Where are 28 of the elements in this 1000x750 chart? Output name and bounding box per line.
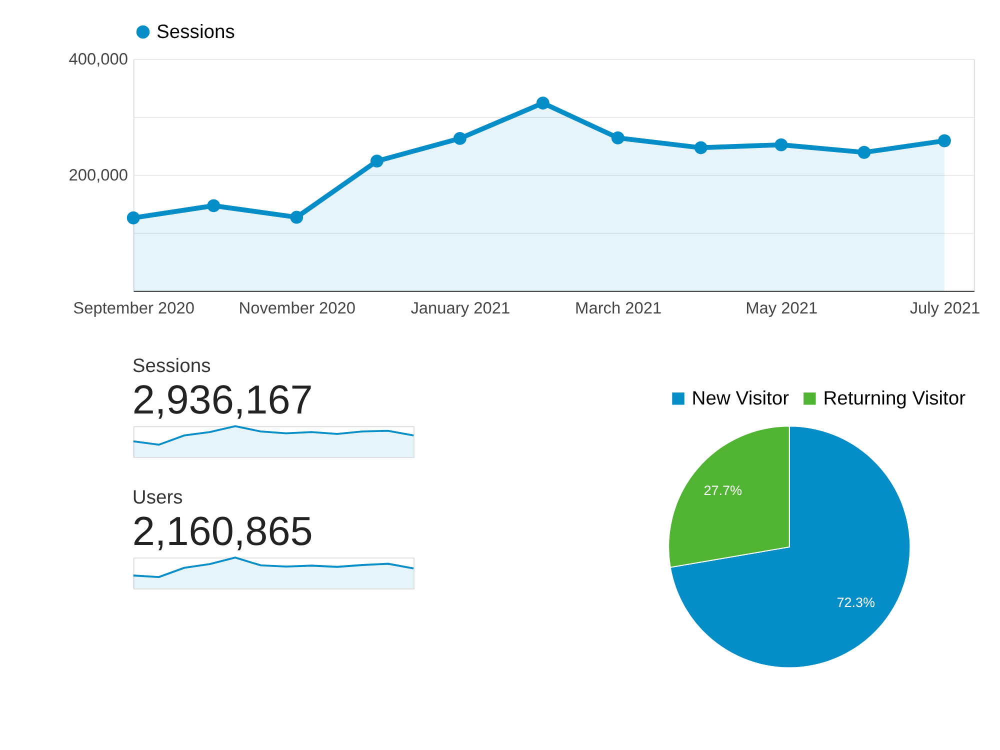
- chart-title: Users: [132, 487, 183, 508]
- point: [536, 96, 550, 110]
- point: [126, 211, 140, 224]
- legend-label: New Visitor: [692, 388, 790, 410]
- chart-subtitle: 2,160,865: [132, 508, 313, 554]
- point: [774, 138, 788, 152]
- point: [611, 131, 624, 144]
- chart-title: Sessions: [132, 356, 211, 378]
- x-tick-label: March 2021: [575, 300, 662, 318]
- y-tick-label: 200,000: [68, 166, 128, 184]
- point: [290, 210, 304, 224]
- point: [858, 146, 871, 159]
- x-tick-label: May 2021: [746, 300, 818, 318]
- point: [453, 132, 466, 145]
- data-label: 27.7%: [704, 482, 742, 498]
- pie-slice: [670, 426, 911, 668]
- point: [207, 199, 220, 212]
- legend-label: Returning Visitor: [823, 388, 966, 410]
- x-tick-label: September 2020: [73, 300, 194, 318]
- data-label: 72.3%: [836, 594, 876, 610]
- x-tick-label: November 2020: [238, 300, 356, 318]
- x-tick-label: July 2021: [910, 300, 980, 318]
- point: [938, 134, 951, 148]
- point: [370, 154, 384, 168]
- x-tick-label: January 2021: [410, 300, 510, 318]
- legend-label: Sessions: [156, 22, 235, 43]
- chart-subtitle: 2,936,167: [132, 376, 313, 423]
- y-tick-label: 400,000: [68, 50, 128, 68]
